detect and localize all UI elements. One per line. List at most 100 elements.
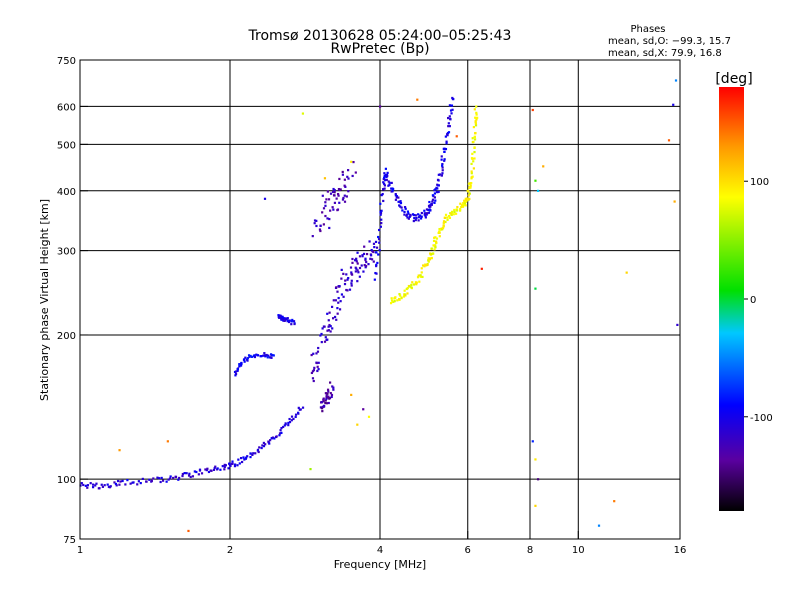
data-point	[363, 245, 366, 248]
data-point	[287, 320, 291, 324]
data-point	[294, 415, 297, 419]
data-point	[250, 355, 254, 359]
data-point	[290, 323, 293, 326]
y-tick-label: 750	[57, 56, 76, 67]
data-point	[253, 354, 256, 357]
colorbar	[719, 87, 744, 511]
data-point	[395, 195, 399, 198]
colorbar-tick-label: -100	[750, 413, 773, 424]
data-point	[327, 319, 330, 322]
x-axis-ticks: 1 2 4 6 8 10 16	[77, 531, 686, 556]
data-point	[332, 208, 335, 211]
data-point	[383, 172, 386, 175]
data-point	[416, 98, 419, 101]
data-point	[315, 361, 318, 365]
data-point	[288, 417, 291, 421]
data-point	[434, 244, 437, 247]
data-point	[398, 293, 401, 296]
data-point	[326, 217, 329, 220]
data-point	[474, 120, 477, 123]
data-point	[441, 166, 444, 169]
data-point	[340, 277, 343, 280]
data-point	[342, 272, 345, 275]
data-point	[223, 468, 226, 471]
data-point	[343, 184, 346, 187]
data-point	[369, 257, 372, 260]
data-point	[350, 273, 354, 276]
data-point	[266, 356, 269, 359]
data-point	[464, 200, 467, 203]
data-point	[322, 207, 326, 210]
data-point	[288, 420, 292, 424]
data-point	[447, 122, 450, 125]
data-point	[293, 322, 296, 326]
data-point	[316, 365, 319, 368]
data-point	[193, 470, 196, 473]
data-point	[101, 485, 104, 488]
data-point	[462, 204, 465, 207]
y-tick-label: 200	[57, 331, 76, 342]
data-point	[387, 180, 390, 183]
data-point	[441, 169, 444, 172]
data-point	[358, 255, 362, 258]
data-point	[126, 478, 129, 482]
data-point	[294, 413, 298, 416]
data-point	[373, 246, 376, 249]
data-point	[418, 280, 421, 283]
data-point	[425, 264, 428, 267]
colorbar-ticks: 100 0 -100	[744, 177, 773, 424]
data-point	[377, 253, 380, 256]
data-point	[473, 146, 476, 150]
data-points	[79, 79, 679, 533]
data-point	[343, 178, 346, 181]
data-point	[84, 484, 87, 487]
data-point	[345, 195, 348, 198]
data-point	[356, 269, 359, 272]
data-point	[393, 300, 396, 303]
data-point	[362, 408, 365, 411]
data-point	[667, 139, 671, 142]
data-point	[396, 299, 399, 302]
data-point	[338, 285, 341, 288]
data-point	[531, 108, 534, 112]
data-point	[453, 210, 456, 214]
data-point	[219, 468, 222, 471]
data-point	[187, 474, 191, 477]
data-point	[356, 251, 359, 254]
data-point	[358, 266, 362, 270]
data-point	[326, 329, 329, 332]
x-tick-label: 4	[377, 545, 383, 556]
data-point	[536, 189, 540, 192]
data-point	[156, 476, 159, 479]
data-point	[473, 157, 476, 160]
y-axis-label: Stationary phase Virtual Height [km]	[38, 199, 51, 401]
data-point	[312, 369, 316, 372]
data-point	[433, 192, 437, 195]
data-point	[542, 165, 545, 168]
data-point	[287, 424, 290, 427]
data-point	[531, 440, 534, 443]
data-point	[476, 116, 479, 119]
data-point	[367, 263, 370, 266]
data-point	[292, 417, 295, 421]
data-point	[109, 485, 112, 488]
data-point	[443, 158, 446, 161]
data-point	[406, 292, 409, 295]
data-point	[419, 214, 422, 217]
data-point	[380, 218, 383, 221]
data-point	[290, 320, 293, 323]
data-point	[330, 393, 334, 397]
data-point	[278, 432, 282, 435]
data-point	[249, 455, 252, 459]
data-point	[379, 202, 382, 205]
data-point	[238, 462, 241, 465]
data-point	[405, 214, 408, 217]
data-point	[273, 437, 276, 440]
data-point	[216, 467, 219, 470]
data-point	[355, 260, 358, 263]
data-point	[319, 229, 322, 233]
data-point	[145, 480, 148, 483]
data-point	[247, 354, 251, 357]
data-point	[462, 202, 465, 205]
